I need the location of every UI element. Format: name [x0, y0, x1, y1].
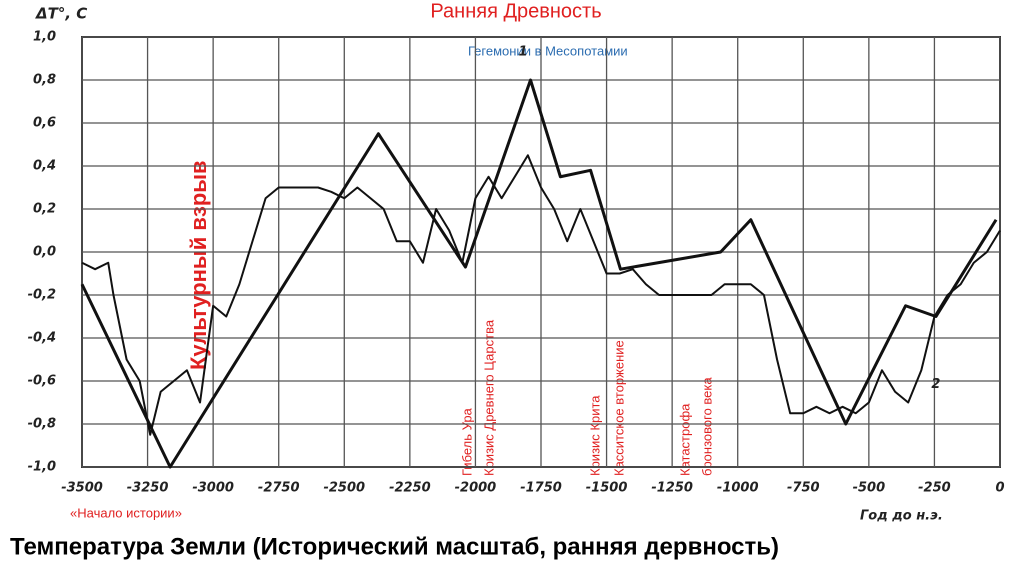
x-tick-label: -3000 [192, 481, 234, 496]
y-tick-label: -0,8 [28, 417, 56, 432]
x-tick-label: -2500 [323, 481, 365, 496]
y-tick-label: -1,0 [28, 460, 56, 475]
x-tick-label: -250 [918, 481, 951, 496]
x-tick-label: -1000 [717, 481, 759, 496]
y-tick-label: -0,4 [28, 331, 56, 346]
x-tick-label: -2000 [455, 481, 497, 496]
y-tick-label: -0,6 [28, 374, 56, 389]
annotation: Гегемонии в Месопотамии [468, 43, 628, 58]
x-tick-label: 0 [995, 481, 1004, 496]
annotation: Катастрофа [677, 403, 692, 476]
chart-title: Ранняя Древность [430, 0, 601, 22]
x-tick-label: -750 [787, 481, 820, 496]
x-tick-label: -1500 [586, 481, 628, 496]
annotation: Кризис Крита [587, 395, 602, 476]
x-tick-label: -1750 [520, 481, 562, 496]
y-tick-label: -0,2 [28, 288, 56, 303]
annotation: «Начало истории» [70, 505, 182, 520]
y-axis-label: ΔT°, C [35, 5, 87, 23]
y-tick-label: 0,0 [33, 245, 56, 260]
x-axis-label: Год до н.э. [860, 509, 943, 524]
annotation: Касситское вторжение [611, 340, 626, 476]
x-tick-label: -2250 [389, 481, 431, 496]
y-tick-label: 1,0 [33, 30, 56, 45]
x-tick-label: -1250 [651, 481, 693, 496]
chart-subtitle: Температура Земли (Исторический масштаб,… [10, 533, 779, 560]
x-tick-label: -500 [853, 481, 886, 496]
y-tick-label: 0,6 [33, 116, 56, 131]
annotation: Кризис Древнего Царства [481, 319, 496, 476]
y-tick-label: 0,8 [33, 73, 56, 88]
annotation: бронзового века [699, 377, 714, 476]
data-line [81, 154, 1001, 436]
x-tick-label: -3500 [61, 481, 103, 496]
series-label: 2 [931, 377, 940, 392]
series-label: 1 [519, 45, 528, 60]
annotation: Гибель Ура [459, 407, 474, 476]
data-line [80, 78, 998, 469]
y-tick-label: 0,2 [33, 202, 56, 217]
x-tick-label: -3250 [127, 481, 169, 496]
y-tick-label: 0,4 [33, 159, 56, 174]
annotation: Культурный взрыв [186, 160, 211, 370]
x-tick-label: -2750 [258, 481, 300, 496]
